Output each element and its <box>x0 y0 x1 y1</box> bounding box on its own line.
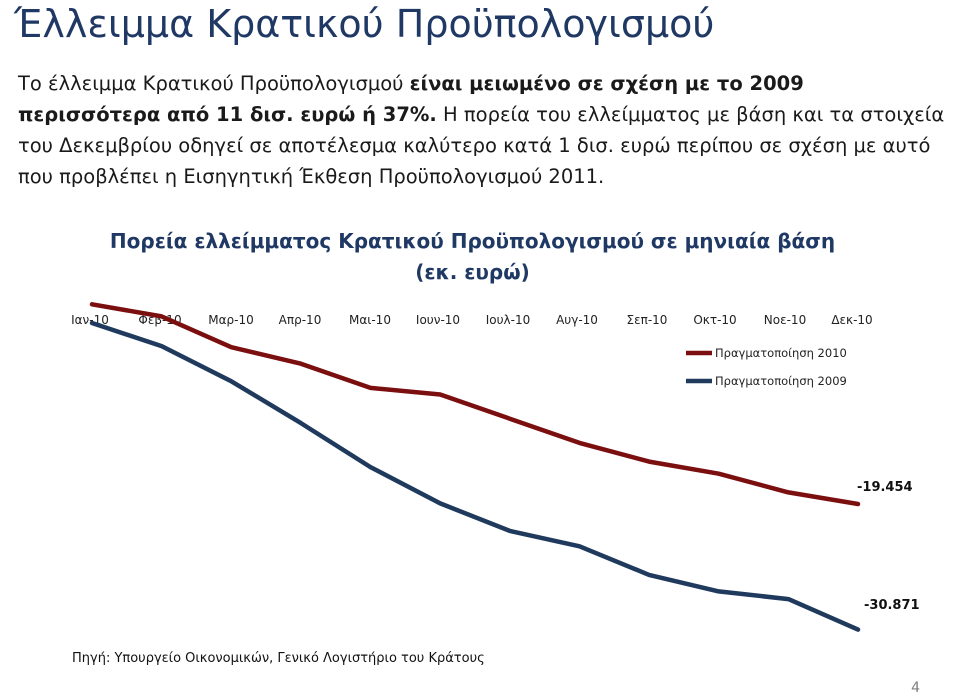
intro-text-1: Το έλλειμμα Κρατικού Προϋπολογισμού <box>18 72 410 95</box>
x-tick-label: Απρ-10 <box>279 313 322 327</box>
x-tick-label: Ιουν-10 <box>416 313 460 327</box>
x-tick-label: Οκτ-10 <box>693 313 736 327</box>
series-lines <box>89 302 861 632</box>
series-line-2010 <box>89 302 861 507</box>
chart-title: Πορεία ελλείμματος Κρατικού Προϋπολογισμ… <box>109 229 836 284</box>
page-number: 4 <box>911 680 920 696</box>
data-labels: -19.454 -30.871 <box>857 480 920 613</box>
x-tick-label: Σεπ-10 <box>627 313 668 327</box>
x-tick-label: Μαι-10 <box>349 313 391 327</box>
intro-text-bold: είναι μειωμένο σε σχέση με το 2009 περισ… <box>18 72 804 126</box>
series-line-2009 <box>89 320 861 632</box>
x-tick-label: Μαρ-10 <box>208 313 253 327</box>
x-tick-label: Δεκ-10 <box>831 313 872 327</box>
source-note: Πηγή: Υπουργείο Οικονομικών, Γενικό Λογι… <box>72 651 485 666</box>
legend-entry: Πραγματοποίηση 2009 <box>715 374 847 388</box>
x-axis-tick-labels: Ιαν-10 Φεβ-10 Μαρ-10 Απρ-10 Μαι-10 Ιουν-10 Ιου… <box>71 313 873 327</box>
legend: Πραγματοποίηση 2010 Πραγματοποίηση 2009 <box>686 346 847 388</box>
x-tick-label: Νοε-10 <box>764 313 806 327</box>
x-tick-label: Αυγ-10 <box>556 313 598 327</box>
intro-paragraph: Το έλλειμμα Κρατικού Προϋπολογισμού είνα… <box>18 68 948 192</box>
data-label-end: -30.871 <box>864 598 920 613</box>
x-tick-label: Ιουλ-10 <box>486 313 531 327</box>
slide-title: Έλλειμμα Κρατικού Προϋπολογισμού <box>14 2 715 46</box>
intro-text-2: Η πορεία του ελλείμματος με βάση και τα … <box>18 103 945 188</box>
legend-entry: Πραγματοποίηση 2010 <box>715 346 847 360</box>
data-label-end: -19.454 <box>857 480 913 495</box>
